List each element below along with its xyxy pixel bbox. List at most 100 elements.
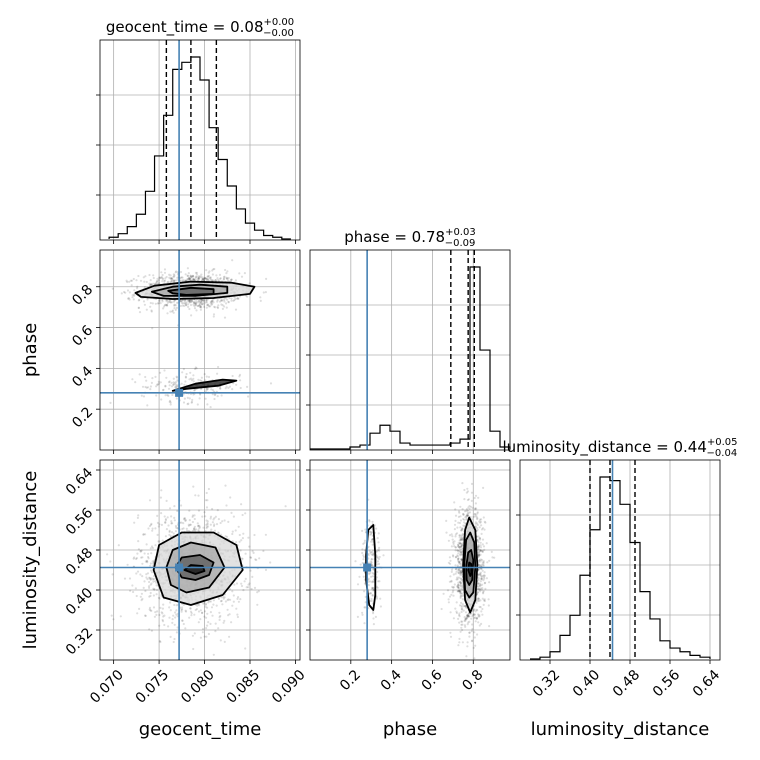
sample-point: [457, 558, 460, 561]
sample-point: [363, 541, 366, 544]
sample-point: [216, 299, 219, 302]
sample-point: [190, 275, 193, 278]
sample-point: [461, 512, 465, 515]
sample-point: [461, 588, 465, 591]
sample-point: [477, 597, 480, 600]
sample-point: [204, 301, 207, 304]
title-label: phase = 0.78: [344, 228, 445, 246]
sample-point: [223, 640, 226, 643]
sample-point: [236, 597, 239, 600]
sample-point: [475, 526, 478, 530]
sample-point: [227, 279, 230, 282]
sample-point: [477, 545, 480, 548]
sample-point: [371, 586, 374, 590]
sample-point: [184, 519, 187, 522]
sample-point: [482, 599, 486, 602]
sample-point: [238, 540, 241, 543]
sample-point: [223, 619, 226, 622]
sample-point: [203, 373, 206, 376]
sample-point: [361, 613, 364, 616]
sample-point: [470, 518, 474, 521]
sample-point: [460, 610, 463, 614]
sample-point: [462, 517, 465, 521]
sample-point: [169, 274, 172, 277]
sample-point: [155, 281, 158, 284]
sample-point: [227, 598, 230, 601]
sample-point: [372, 567, 375, 571]
sample-point: [161, 607, 164, 610]
sample-point: [196, 304, 199, 308]
sample-point: [209, 515, 213, 518]
sample-point: [201, 611, 204, 615]
sample-point: [460, 558, 463, 561]
sample-point: [186, 396, 189, 399]
sample-point: [182, 622, 185, 626]
sample-point: [251, 575, 254, 578]
sample-point: [363, 549, 366, 552]
sample-point: [468, 504, 471, 508]
sample-point: [185, 304, 188, 307]
sample-point: [202, 299, 205, 302]
sample-point: [140, 592, 143, 595]
sample-point: [364, 601, 367, 604]
x-axis-label-phase: phase: [383, 719, 437, 740]
sample-point: [362, 555, 366, 559]
sample-point: [461, 532, 464, 536]
sample-point: [218, 616, 221, 619]
sample-point: [454, 572, 457, 575]
contour-line: [152, 531, 244, 606]
sample-point: [156, 521, 159, 524]
sample-point: [149, 562, 152, 565]
sample-point: [466, 514, 469, 517]
sample-point: [188, 307, 191, 311]
sample-point: [376, 560, 380, 563]
sample-point: [466, 614, 469, 617]
x-axis-label-geocent_time: geocent_time: [139, 719, 262, 740]
sample-point: [250, 587, 253, 591]
sample-point: [369, 552, 372, 555]
x-tick-label: 0.070: [87, 667, 127, 707]
sample-point: [188, 301, 191, 304]
sample-point: [221, 603, 224, 606]
sample-point: [460, 551, 463, 554]
sample-point: [477, 597, 480, 600]
title-label: luminosity_distance = 0.44: [502, 438, 706, 457]
sample-point: [239, 598, 242, 601]
sample-point: [197, 277, 200, 280]
sample-point: [458, 534, 462, 537]
sample-point: [374, 615, 377, 618]
sample-point: [209, 276, 212, 279]
sample-point: [370, 538, 373, 541]
sample-point: [449, 611, 452, 614]
sample-point: [460, 529, 463, 532]
sample-point: [154, 611, 157, 614]
sample-point: [269, 561, 272, 564]
sample-point: [231, 259, 234, 262]
sample-point: [144, 385, 147, 389]
sample-point: [156, 302, 159, 305]
sample-point: [201, 298, 204, 301]
sample-point: [154, 375, 157, 378]
x-tick-label: 0.6: [419, 667, 446, 694]
sample-point: [459, 550, 462, 553]
sample-point: [369, 571, 372, 574]
sample-point: [224, 297, 227, 300]
sample-point: [459, 595, 462, 598]
sample-point: [465, 517, 468, 520]
sample-point: [367, 545, 370, 548]
sample-point: [200, 303, 203, 306]
sample-point: [375, 527, 378, 530]
sample-point: [471, 610, 474, 613]
sample-point: [189, 274, 192, 277]
sample-point: [479, 549, 482, 552]
x-tick-label: 0.56: [650, 667, 683, 700]
sample-point: [459, 584, 462, 587]
sample-point: [223, 305, 226, 308]
sample-point: [171, 522, 174, 525]
sample-point: [194, 366, 197, 369]
sample-point: [464, 605, 467, 608]
sample-point: [477, 555, 480, 558]
sample-point: [170, 520, 173, 523]
sample-point: [203, 615, 206, 618]
sample-point: [198, 302, 201, 305]
